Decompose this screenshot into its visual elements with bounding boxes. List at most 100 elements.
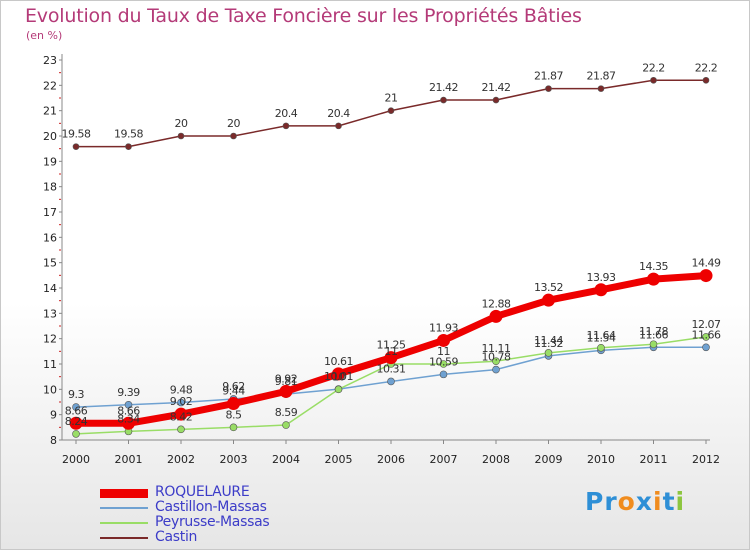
data-label: 10.01 [324,370,353,383]
data-point [124,400,133,409]
data-point [72,143,80,150]
data-label: 11.78 [639,325,668,338]
legend-swatch [100,537,148,539]
data-point [437,333,450,347]
data-point [174,407,188,421]
data-label: 11.66 [692,328,721,341]
data-point [650,76,657,84]
y-tick-label: 10 [43,383,57,396]
data-label: 8.24 [65,415,88,428]
data-label: 11.11 [482,342,511,355]
legend-label: Castillon-Massas [155,499,267,515]
data-label: 14.49 [692,257,721,270]
y-tick-label: 8 [50,434,57,447]
data-label: 11 [437,345,450,358]
y-tick-label: 11 [43,358,57,371]
y-tick-label: 15 [43,257,57,270]
data-point [384,351,398,365]
data-point [597,85,605,92]
logo-letter: i [653,487,663,516]
data-label: 8.5 [226,408,242,421]
data-point [387,107,395,114]
data-label: 10.78 [482,351,511,364]
data-label: 10.59 [429,355,458,368]
legend-swatch [100,507,148,509]
data-label: 9.48 [170,384,193,397]
data-label: 11.93 [429,321,458,334]
data-point [335,122,342,130]
data-point [542,293,555,307]
data-point [177,398,185,407]
data-label: 21.42 [429,81,458,94]
data-point [334,385,343,394]
data-point [69,416,83,430]
data-point [282,122,290,130]
legend-label: ROQUELAURE [155,484,250,500]
data-point [440,96,447,104]
data-label: 11.25 [377,339,406,352]
x-tick-label: 2005 [325,453,353,466]
data-label: 21.87 [534,70,563,83]
data-label: 22.2 [695,61,718,74]
data-point [702,76,710,84]
data-label: 11.64 [587,329,616,342]
data-label: 8.66 [65,404,88,417]
x-tick-label: 2001 [115,453,143,466]
data-label: 12.88 [482,297,511,310]
data-label: 8.66 [117,404,140,417]
x-tick-label: 2000 [62,453,90,466]
data-label: 21 [385,92,398,105]
data-point [387,377,395,386]
data-label: 12.07 [692,318,721,331]
data-point [332,367,345,381]
data-point [230,132,237,140]
data-label: 11.32 [534,337,563,350]
data-label: 8.42 [170,410,193,423]
data-point [492,357,500,366]
data-point [72,403,80,411]
data-label: 13.93 [587,271,616,284]
x-tick-label: 2008 [482,453,510,466]
legend-label: Castin [155,529,198,545]
line-chart: 8 9 10 11 12 13 14 15 16 17 18 19 20 21 22 23 2000 2001 20… [43,54,721,466]
data-label: 20.4 [275,107,298,120]
data-label: 19.58 [114,128,143,141]
data-point [177,132,185,140]
x-tick-label: 2007 [430,453,458,466]
y-tick-label: 19 [43,155,57,168]
data-label: 11.66 [639,328,668,341]
data-point [282,421,290,429]
data-label: 9.92 [275,372,298,385]
data-point [227,397,240,411]
data-point [177,425,185,434]
data-label: 9.02 [170,395,193,408]
proxiti-logo: Proxiti [585,487,685,516]
data-label: 13.52 [534,281,563,294]
data-label: 14.35 [639,260,668,273]
data-point [489,309,503,323]
y-tick-label: 18 [43,181,57,194]
x-tick-label: 2012 [692,453,720,466]
y-tick-label: 22 [43,79,57,92]
data-label: 19.58 [62,128,91,141]
y-tick-label: 12 [43,333,57,346]
legend-swatch [100,522,148,524]
data-label: 9.39 [117,386,140,399]
logo-letter: o [617,487,636,516]
data-label: 21.87 [587,70,616,83]
y-tick-label: 21 [43,105,57,118]
data-point [545,85,552,92]
logo-letter: r [604,487,618,516]
legend-swatch [100,488,148,498]
logo-letter: P [585,487,605,516]
legend-item: Castillon-Massas [100,499,400,515]
data-label: 10.61 [324,355,353,368]
legend-label: Peyrusse-Massas [155,514,270,530]
legend-item: Castin [100,529,400,545]
logo-letter: x [635,487,653,516]
data-label: 8.59 [275,406,298,419]
data-point [594,283,608,297]
data-label: 10.31 [377,362,406,375]
data-point [439,370,448,379]
